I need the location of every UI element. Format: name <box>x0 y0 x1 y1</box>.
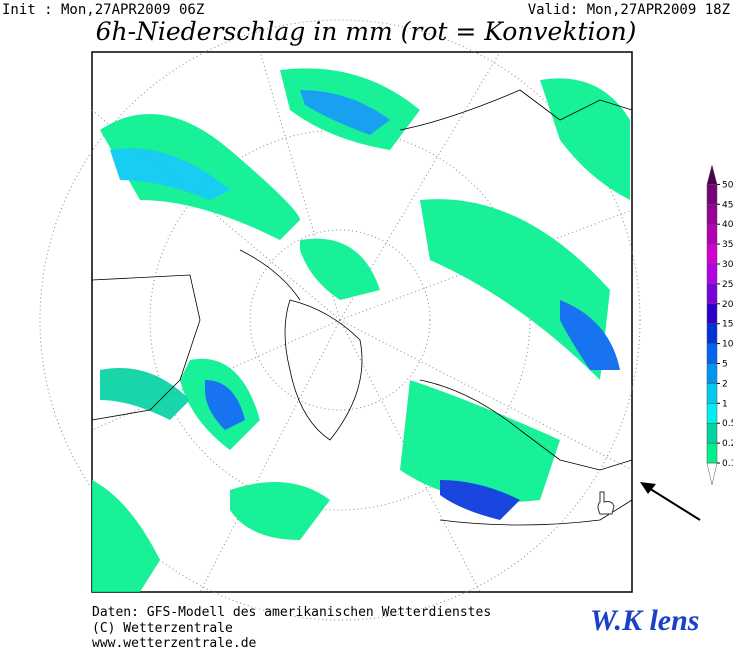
color-step <box>706 462 718 486</box>
colorbar-label: 0.2 <box>722 439 733 449</box>
colorbar-label: 35 <box>722 240 733 250</box>
footer-line: Daten: GFS-Modell des amerikanischen Wet… <box>92 605 491 620</box>
watermark: W.K lens <box>590 604 699 637</box>
color-step <box>706 363 718 384</box>
color-step <box>706 204 718 225</box>
footer-line: www.wetterzentrale.de <box>92 636 257 648</box>
colorbar-label: 45 <box>722 200 733 210</box>
colorbar-label: 40 <box>722 220 733 230</box>
colorbar-label: 2 <box>722 379 728 389</box>
color-step <box>706 383 718 404</box>
colorbar-label: 30 <box>722 260 733 270</box>
color-step <box>706 442 718 464</box>
color-step <box>706 422 718 444</box>
colorbar-label: 50 <box>722 180 733 190</box>
color-step <box>706 303 718 324</box>
color-step <box>706 263 718 285</box>
color-step <box>706 343 718 364</box>
color-step <box>706 243 718 265</box>
arrow-head <box>640 482 656 494</box>
colorbar-label: 0.5 <box>722 419 733 429</box>
map-title: 6h-Niederschlag in mm (rot = Konvektion) <box>96 17 637 46</box>
color-step <box>706 283 718 305</box>
color-step <box>706 223 718 245</box>
coastlines <box>91 89 633 526</box>
color-step <box>706 323 718 344</box>
footer-line: (C) Wetterzentrale <box>92 621 233 636</box>
colorbar-label: 10 <box>722 340 733 350</box>
colorbar-label: 20 <box>722 300 733 310</box>
colorbar: 0.10.20.5125101520253035404550 <box>706 164 733 486</box>
pointer-arrow <box>643 484 701 521</box>
color-step <box>706 403 718 424</box>
colorbar-label: 15 <box>722 320 733 330</box>
precipitation <box>92 68 630 592</box>
color-step <box>706 164 718 185</box>
map <box>39 19 641 621</box>
cursor-icon <box>597 491 615 515</box>
colorbar-label: 25 <box>722 280 733 290</box>
colorbar-label: 0.1 <box>722 459 733 469</box>
init-time: Init : Mon,27APR2009 06Z <box>2 2 204 18</box>
colorbar-label: 5 <box>722 360 728 370</box>
colorbar-label: 1 <box>722 399 728 409</box>
valid-time: Valid: Mon,27APR2009 18Z <box>528 2 730 18</box>
color-step <box>706 184 718 205</box>
